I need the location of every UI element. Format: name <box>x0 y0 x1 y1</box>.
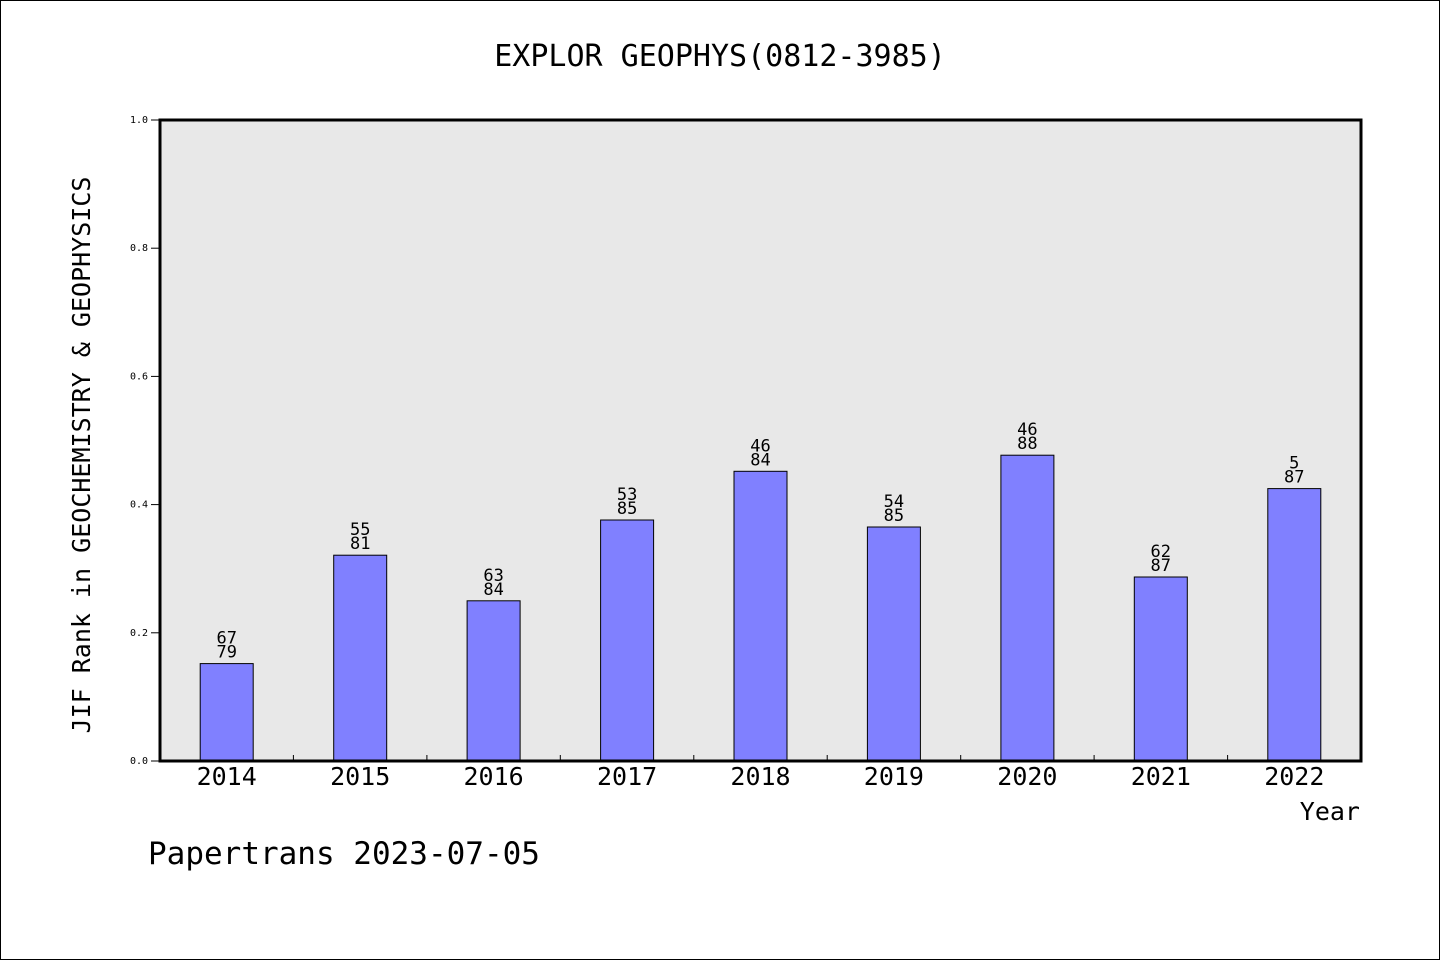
y-axis: 0.0 0.2 0.4 0.6 0.8 1.0 <box>130 115 160 767</box>
bar-2017 <box>600 519 655 762</box>
bar-2016 <box>466 600 521 762</box>
x-tick-label: 2015 <box>330 762 390 791</box>
bar-label-top: 54 <box>884 492 904 512</box>
x-tick-label: 2016 <box>463 762 523 791</box>
y-tick-label: 0.2 <box>130 628 148 639</box>
y-tick-label: 1.0 <box>130 115 148 126</box>
x-tick-label: 2017 <box>597 762 657 791</box>
bar-2019 <box>866 526 921 762</box>
chart-title: EXPLOR GEOPHYS(0812-3985) <box>494 39 946 74</box>
bar-label-top: 46 <box>750 436 770 456</box>
x-tick-label: 2020 <box>997 762 1057 791</box>
bar-label-top: 46 <box>1017 420 1037 440</box>
bar-label-bottom: 84 <box>750 450 770 470</box>
x-tick-label: 2022 <box>1264 762 1324 791</box>
bars-group <box>199 454 1322 762</box>
x-tick-label: 2014 <box>197 762 257 791</box>
y-axis-label: JIF Rank in GEOCHEMISTRY & GEOPHYSICS <box>67 177 96 734</box>
bar-2021 <box>1133 576 1188 762</box>
bar-label-top: 62 <box>1151 542 1171 562</box>
bar-2020 <box>1000 454 1055 762</box>
y-tick-label: 0.6 <box>130 371 148 382</box>
bar-label-bottom: 85 <box>884 506 904 526</box>
x-tick-label: 2019 <box>864 762 924 791</box>
bar-label-bottom: 87 <box>1151 556 1171 576</box>
bar-label-bottom: 84 <box>483 580 503 600</box>
bar-2018 <box>733 470 788 762</box>
y-tick-label: 0.0 <box>130 756 148 767</box>
bar-label-top: 5 <box>1289 454 1299 474</box>
bar-2015 <box>333 554 388 762</box>
y-tick-label: 0.4 <box>130 500 148 511</box>
x-tick-label: 2021 <box>1131 762 1191 791</box>
x-axis: 2014 2015 2016 2017 2018 2019 2020 2021 2022 <box>197 755 1324 791</box>
bar-label-top: 67 <box>216 629 236 649</box>
bar-label-top: 55 <box>350 520 370 540</box>
plot-border <box>158 118 1363 763</box>
bar-label-bottom: 81 <box>350 534 370 554</box>
bar-2022 <box>1267 488 1322 762</box>
bar-2014 <box>199 663 254 762</box>
y-tick-label: 0.8 <box>130 243 148 254</box>
bar-label-bottom: 88 <box>1017 434 1037 454</box>
bar-label-top: 53 <box>617 485 637 505</box>
bar-label-bottom: 85 <box>617 499 637 519</box>
x-axis-label: Year <box>1300 797 1360 826</box>
bar-label-bottom: 87 <box>1284 468 1304 488</box>
bar-label-top: 63 <box>483 566 503 586</box>
footer-credit: Papertrans 2023-07-05 <box>148 836 540 872</box>
bar-label-bottom: 79 <box>216 643 236 663</box>
x-tick-label: 2018 <box>730 762 790 791</box>
